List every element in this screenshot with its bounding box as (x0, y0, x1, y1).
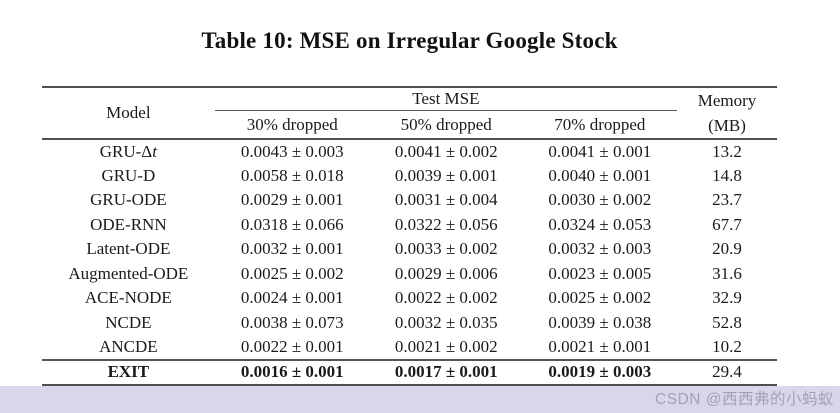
mse-30-cell: 0.0022 ± 0.001 (240, 336, 344, 356)
header-row-groups: Model Test MSE Memory (MB) (42, 87, 777, 140)
mse-30-cell: 0.0058 ± 0.018 (240, 165, 344, 185)
column-header-test-mse: Test MSE (214, 87, 678, 112)
table-row-ncde: NCDE 0.0038 ± 0.073 0.0032 ± 0.035 0.003… (42, 311, 777, 336)
memory-cell: 32.9 (712, 288, 742, 308)
mse-70-cell: 0.0021 ± 0.001 (548, 336, 652, 356)
memory-cell: 23.7 (712, 190, 742, 210)
model-cell: ACE-NODE (84, 288, 172, 308)
memory-label-line1: Memory (697, 91, 757, 110)
table-row-latent-ode: Latent-ODE 0.0032 ± 0.001 0.0033 ± 0.002… (42, 237, 777, 262)
mse-50-cell: 0.0032 ± 0.035 (394, 312, 498, 332)
mse-30-cell: 0.0032 ± 0.001 (240, 239, 344, 259)
mse-70-cell: 0.0041 ± 0.001 (548, 141, 652, 161)
mse-30-cell: 0.0029 ± 0.001 (240, 190, 344, 210)
memory-label-line2: (MB) (708, 116, 746, 135)
memory-cell: 13.2 (712, 141, 742, 161)
mse-50-cell: 0.0041 ± 0.002 (394, 141, 498, 161)
mse-30-cell: 0.0043 ± 0.003 (240, 141, 344, 161)
model-cell: EXIT (107, 362, 150, 382)
column-header-70-dropped: 70% dropped (522, 110, 678, 141)
memory-cell: 67.7 (712, 214, 742, 234)
table-row-gru-dt: GRU-Δt 0.0043 ± 0.003 0.0041 ± 0.002 0.0… (42, 139, 777, 164)
italic-t: t (152, 141, 157, 161)
table-row-ode-rnn: ODE-RNN 0.0318 ± 0.066 0.0322 ± 0.056 0.… (42, 213, 777, 238)
mse-50-cell: 0.0033 ± 0.002 (394, 239, 498, 259)
memory-cell: 52.8 (712, 312, 742, 332)
mse-70-cell: 0.0040 ± 0.001 (548, 165, 652, 185)
mse-50-cell: 0.0031 ± 0.004 (394, 190, 498, 210)
results-table: Model Test MSE Memory (MB) 30% dropped 5… (42, 86, 777, 386)
column-header-30-dropped: 30% dropped (214, 110, 370, 141)
mse-30-cell: 0.0318 ± 0.066 (240, 214, 344, 234)
model-cell: GRU-D (101, 165, 156, 185)
memory-cell: 10.2 (712, 336, 742, 356)
table-row-ancde: ANCDE 0.0022 ± 0.001 0.0021 ± 0.002 0.00… (42, 335, 777, 360)
mse-70-cell: 0.0025 ± 0.002 (548, 288, 652, 308)
mse-70-cell: 0.0324 ± 0.053 (548, 214, 652, 234)
watermark-strip: CSDN @西西弗的小蚂蚁 (0, 386, 840, 413)
mse-50-cell: 0.0039 ± 0.001 (394, 165, 498, 185)
mse-70-cell: 0.0030 ± 0.002 (548, 190, 652, 210)
table-row-ace-node: ACE-NODE 0.0024 ± 0.001 0.0022 ± 0.002 0… (42, 286, 777, 311)
memory-cell: 20.9 (712, 239, 742, 259)
mse-50-cell: 0.0017 ± 0.001 (394, 362, 498, 382)
model-cell: ANCDE (99, 336, 158, 356)
mse-50-cell: 0.0029 ± 0.006 (394, 263, 498, 283)
model-cell: GRU-Δt (99, 141, 157, 161)
memory-cell: 29.4 (712, 362, 742, 382)
column-header-memory: Memory (MB) (677, 87, 777, 140)
memory-cell: 31.6 (712, 263, 742, 283)
table-row-exit: EXIT 0.0016 ± 0.001 0.0017 ± 0.001 0.001… (42, 359, 777, 386)
memory-cell: 14.8 (712, 165, 742, 185)
table-row-gru-d: GRU-D 0.0058 ± 0.018 0.0039 ± 0.001 0.00… (42, 164, 777, 189)
model-cell: ODE-RNN (90, 214, 167, 234)
csdn-watermark: CSDN @西西弗的小蚂蚁 (655, 391, 834, 408)
header-row-subcolumns: 30% dropped 50% dropped 70% dropped (42, 110, 777, 141)
mse-30-cell: 0.0025 ± 0.002 (240, 263, 344, 283)
table-caption: Table 10: MSE on Irregular Google Stock (201, 28, 618, 53)
model-cell: Augmented-ODE (68, 263, 189, 283)
column-header-model: Model (42, 87, 215, 140)
column-header-50-dropped: 50% dropped (369, 110, 523, 141)
table-body: GRU-Δt 0.0043 ± 0.003 0.0041 ± 0.002 0.0… (42, 139, 777, 385)
mse-30-cell: 0.0038 ± 0.073 (240, 312, 344, 332)
mse-70-cell: 0.0019 ± 0.003 (548, 362, 652, 382)
model-cell: NCDE (105, 312, 152, 332)
table-header: Model Test MSE Memory (MB) 30% dropped 5… (42, 87, 777, 141)
mse-50-cell: 0.0322 ± 0.056 (394, 214, 498, 234)
mse-30-cell: 0.0016 ± 0.001 (240, 362, 344, 382)
model-cell: Latent-ODE (86, 239, 171, 259)
mse-70-cell: 0.0032 ± 0.003 (548, 239, 652, 259)
table-row-gru-ode: GRU-ODE 0.0029 ± 0.001 0.0031 ± 0.004 0.… (42, 188, 777, 213)
model-cell: GRU-ODE (90, 190, 167, 210)
mse-70-cell: 0.0039 ± 0.038 (548, 312, 652, 332)
mse-70-cell: 0.0023 ± 0.005 (548, 263, 652, 283)
mse-50-cell: 0.0022 ± 0.002 (394, 288, 498, 308)
table-row-augmented-ode: Augmented-ODE 0.0025 ± 0.002 0.0029 ± 0.… (42, 262, 777, 287)
mse-30-cell: 0.0024 ± 0.001 (240, 288, 344, 308)
mse-50-cell: 0.0021 ± 0.002 (394, 336, 498, 356)
